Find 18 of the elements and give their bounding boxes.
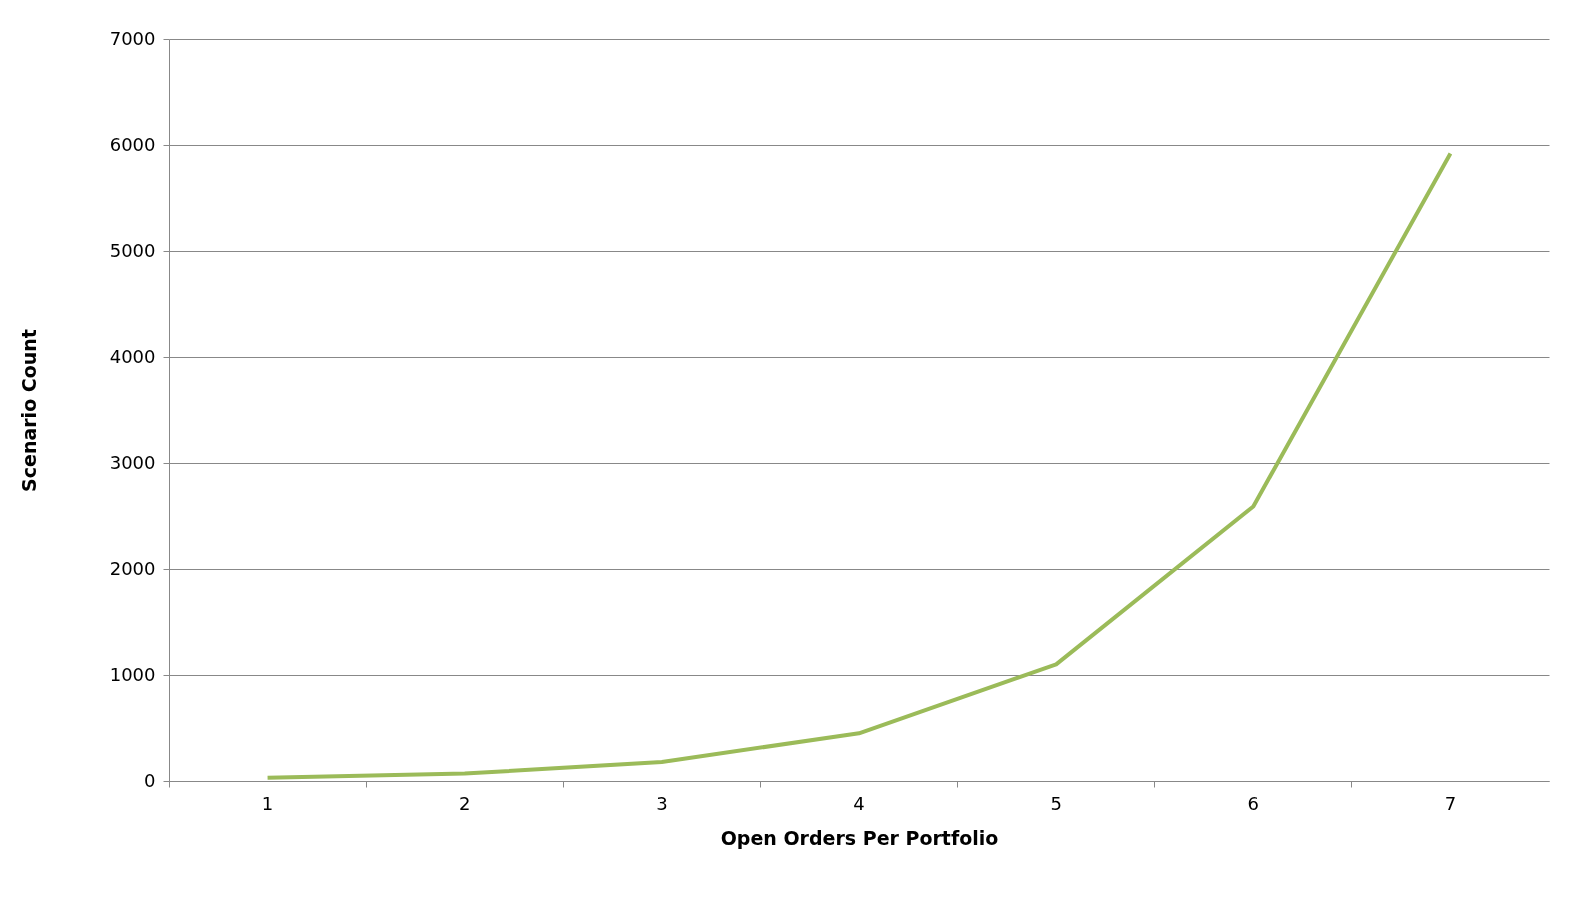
y-tick-label: 5000	[109, 239, 156, 261]
y-axis-title: Scenario Count	[17, 329, 40, 492]
x-tick-label: 2	[458, 792, 471, 814]
y-tick-label: 0	[144, 769, 156, 791]
x-tick-label: 1	[261, 792, 274, 814]
y-tick-label: 1000	[109, 663, 156, 685]
y-tick-label: 2000	[109, 557, 156, 579]
y-tick-label: 6000	[109, 133, 156, 155]
y-tick-label: 7000	[109, 27, 156, 49]
y-tick-label: 4000	[109, 345, 156, 367]
x-tick-label: 6	[1247, 792, 1260, 814]
x-tick-label: 3	[656, 792, 668, 814]
x-tick-label: 5	[1050, 792, 1062, 814]
y-tick-label: 3000	[109, 451, 156, 473]
line-series	[265, 151, 1453, 780]
x-tick-label: 4	[853, 792, 865, 814]
x-tick-label: 7	[1444, 792, 1457, 814]
x-axis-title: Open Orders Per Portfolio	[720, 826, 999, 849]
